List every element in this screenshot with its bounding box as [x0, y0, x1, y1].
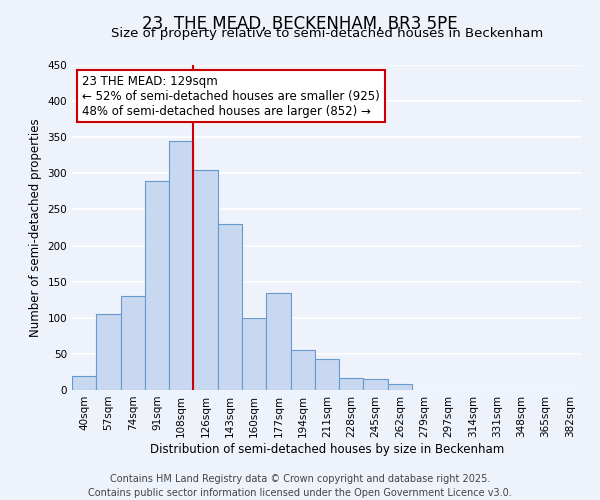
Bar: [72, 376, 96, 390]
Bar: [364, 379, 388, 390]
Bar: [266, 292, 290, 390]
Bar: [193, 170, 218, 390]
Bar: [121, 296, 145, 390]
Title: Size of property relative to semi-detached houses in Beckenham: Size of property relative to semi-detach…: [111, 27, 543, 40]
Bar: [96, 314, 121, 390]
Y-axis label: Number of semi-detached properties: Number of semi-detached properties: [29, 118, 42, 337]
Bar: [242, 318, 266, 390]
Bar: [218, 224, 242, 390]
Bar: [339, 378, 364, 390]
Bar: [290, 350, 315, 390]
Bar: [169, 141, 193, 390]
Bar: [145, 180, 169, 390]
Text: 23, THE MEAD, BECKENHAM, BR3 5PE: 23, THE MEAD, BECKENHAM, BR3 5PE: [142, 15, 458, 33]
Text: Contains HM Land Registry data © Crown copyright and database right 2025.
Contai: Contains HM Land Registry data © Crown c…: [88, 474, 512, 498]
Bar: [388, 384, 412, 390]
Text: 23 THE MEAD: 129sqm
← 52% of semi-detached houses are smaller (925)
48% of semi-: 23 THE MEAD: 129sqm ← 52% of semi-detach…: [82, 74, 380, 118]
X-axis label: Distribution of semi-detached houses by size in Beckenham: Distribution of semi-detached houses by …: [150, 442, 504, 456]
Bar: [315, 359, 339, 390]
